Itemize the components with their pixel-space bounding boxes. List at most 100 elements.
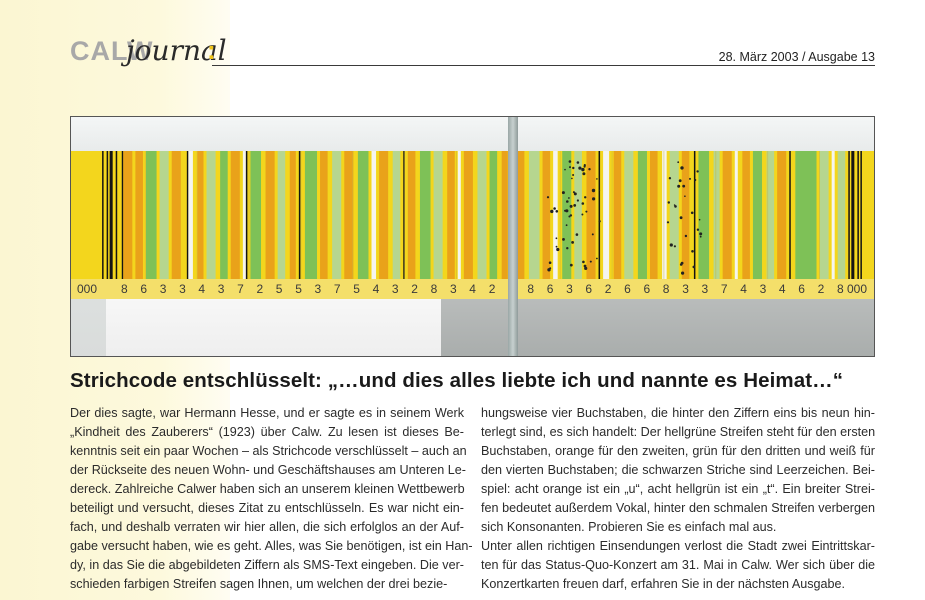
barcode-speck [584, 196, 587, 199]
barcode-digit: 6 [140, 282, 147, 296]
barcode-stripe [613, 151, 622, 299]
barcode-stripe [102, 151, 104, 299]
barcode-speck [681, 271, 685, 275]
barcode-speck [555, 210, 559, 213]
barcode-speck [546, 196, 550, 199]
barcode-stripe [320, 151, 328, 299]
barcode-digit: 7 [721, 282, 728, 296]
barcode-speck [668, 177, 672, 180]
barcode-speck [572, 166, 575, 170]
tile-seam [663, 151, 665, 299]
barcode-stripe [789, 151, 791, 299]
photo-ledge [106, 299, 441, 356]
barcode-digit: 8 [121, 282, 128, 296]
text-line: der Rückseite des neuen Wohn- und Geschä… [70, 463, 466, 477]
barcode-stripe [123, 151, 133, 299]
barcode-digit: 7 [237, 282, 244, 296]
barcode-speck [550, 209, 554, 214]
tile-seam [767, 151, 769, 299]
barcode-strip: 0008633437255375432834248636266833743462… [71, 151, 874, 299]
tile-seam [456, 151, 457, 299]
barcode-speck [592, 197, 596, 201]
barcode-stripe [848, 151, 850, 299]
barcode-speck [667, 201, 670, 204]
barcode-stripe [777, 151, 787, 299]
barcode-digit: 3 [218, 282, 225, 296]
barcode-stripe [463, 151, 473, 299]
barcode-stripe [220, 151, 228, 299]
barcode-speck [596, 178, 598, 180]
barcode-stripe [860, 151, 862, 299]
tile-seam [248, 151, 250, 299]
barcode-stripe [637, 151, 647, 299]
barcode-digit: 6 [624, 282, 631, 296]
barcode-stripe [230, 151, 240, 299]
barcode-speck [680, 166, 684, 170]
barcode-digit: 3 [179, 282, 186, 296]
text-line: Unter allen richtigen Einsendungen verlo… [481, 539, 875, 553]
barcode-stripe [197, 151, 204, 299]
barcode-stripe [115, 151, 118, 299]
article-column-right: hungsweise vier Buchstaben, die hinter d… [481, 404, 875, 594]
barcode-speck [691, 250, 694, 253]
text-line: sich Konsonanten. Probieren Sie es einfa… [481, 520, 777, 534]
barcode-speck [566, 200, 569, 203]
barcode-stripe [722, 151, 732, 299]
barcode-speck [699, 235, 702, 238]
masthead-logo: CALW journal : [70, 30, 370, 80]
barcode-stripe [742, 151, 750, 299]
barcode-speck [596, 257, 598, 260]
text-line: spiel: acht orange ist ein „u“, acht hel… [481, 482, 875, 496]
barcode-speck [583, 165, 586, 168]
text-line: terlegt sind, es sich handelt: Der hellg… [481, 425, 876, 439]
barcode-stripe [603, 151, 610, 299]
barcode-stripe [304, 151, 318, 299]
text-line: ten für das Status-Quo-Konzert am 31. Ma… [481, 558, 875, 572]
text-line: „Kindheit des Zauberers“ (1923) über Cal… [70, 425, 464, 439]
barcode-stripe [857, 151, 859, 299]
barcode-digit: 3 [160, 282, 167, 296]
barcode-speck [684, 234, 688, 238]
barcode-stripe [553, 151, 558, 299]
barcode-speck [598, 189, 601, 191]
barcode-stripe [624, 151, 634, 299]
barcode-stripe [574, 151, 582, 299]
barcode-speck [556, 247, 560, 252]
barcode-stripe [831, 151, 835, 299]
barcode-speck [694, 178, 697, 182]
barcode-stripe [135, 151, 143, 299]
barcode-speck [566, 247, 569, 250]
text-line: schieden farbigen Streifen sagen Ihnen, … [70, 577, 448, 591]
barcode-stripe [206, 151, 216, 299]
barcode-speck [569, 263, 573, 267]
barcode-speck [576, 199, 579, 202]
barcode-digit: 2 [605, 282, 612, 296]
barcode-speck [571, 241, 574, 244]
barcode-speck [598, 220, 601, 223]
barcode-speck [699, 232, 703, 236]
barcode-stripe [515, 151, 525, 299]
text-line: fen bedeutet außerdem Vokal, hinter den … [481, 501, 875, 515]
barcode-speck [571, 177, 573, 180]
barcode-speck [581, 202, 585, 205]
barcode-stripe [713, 151, 720, 299]
barcode-digit: 3 [392, 282, 399, 296]
barcode-digit: 4 [469, 282, 476, 296]
barcode-stripe [265, 151, 275, 299]
barcode-stripe [795, 151, 817, 299]
barcode-digit: 6 [644, 282, 651, 296]
barcode-speck [588, 168, 591, 171]
text-line: den vierten Buchstaben; die schwarzen St… [481, 463, 875, 477]
barcode-speck [549, 267, 552, 270]
logo-colon: : [207, 35, 216, 65]
barcode-speck [569, 204, 573, 208]
barcode-stripe [851, 151, 855, 299]
barcode-stripe [766, 151, 775, 299]
barcode-digit: 2 [489, 282, 496, 296]
barcode-speck [583, 264, 587, 268]
barcode-speck [562, 238, 565, 241]
barcode-digit: 5 [295, 282, 302, 296]
barcode-stripe [598, 151, 601, 299]
barcode-digit: 8 [527, 282, 534, 296]
barcode-stripe [477, 151, 487, 299]
